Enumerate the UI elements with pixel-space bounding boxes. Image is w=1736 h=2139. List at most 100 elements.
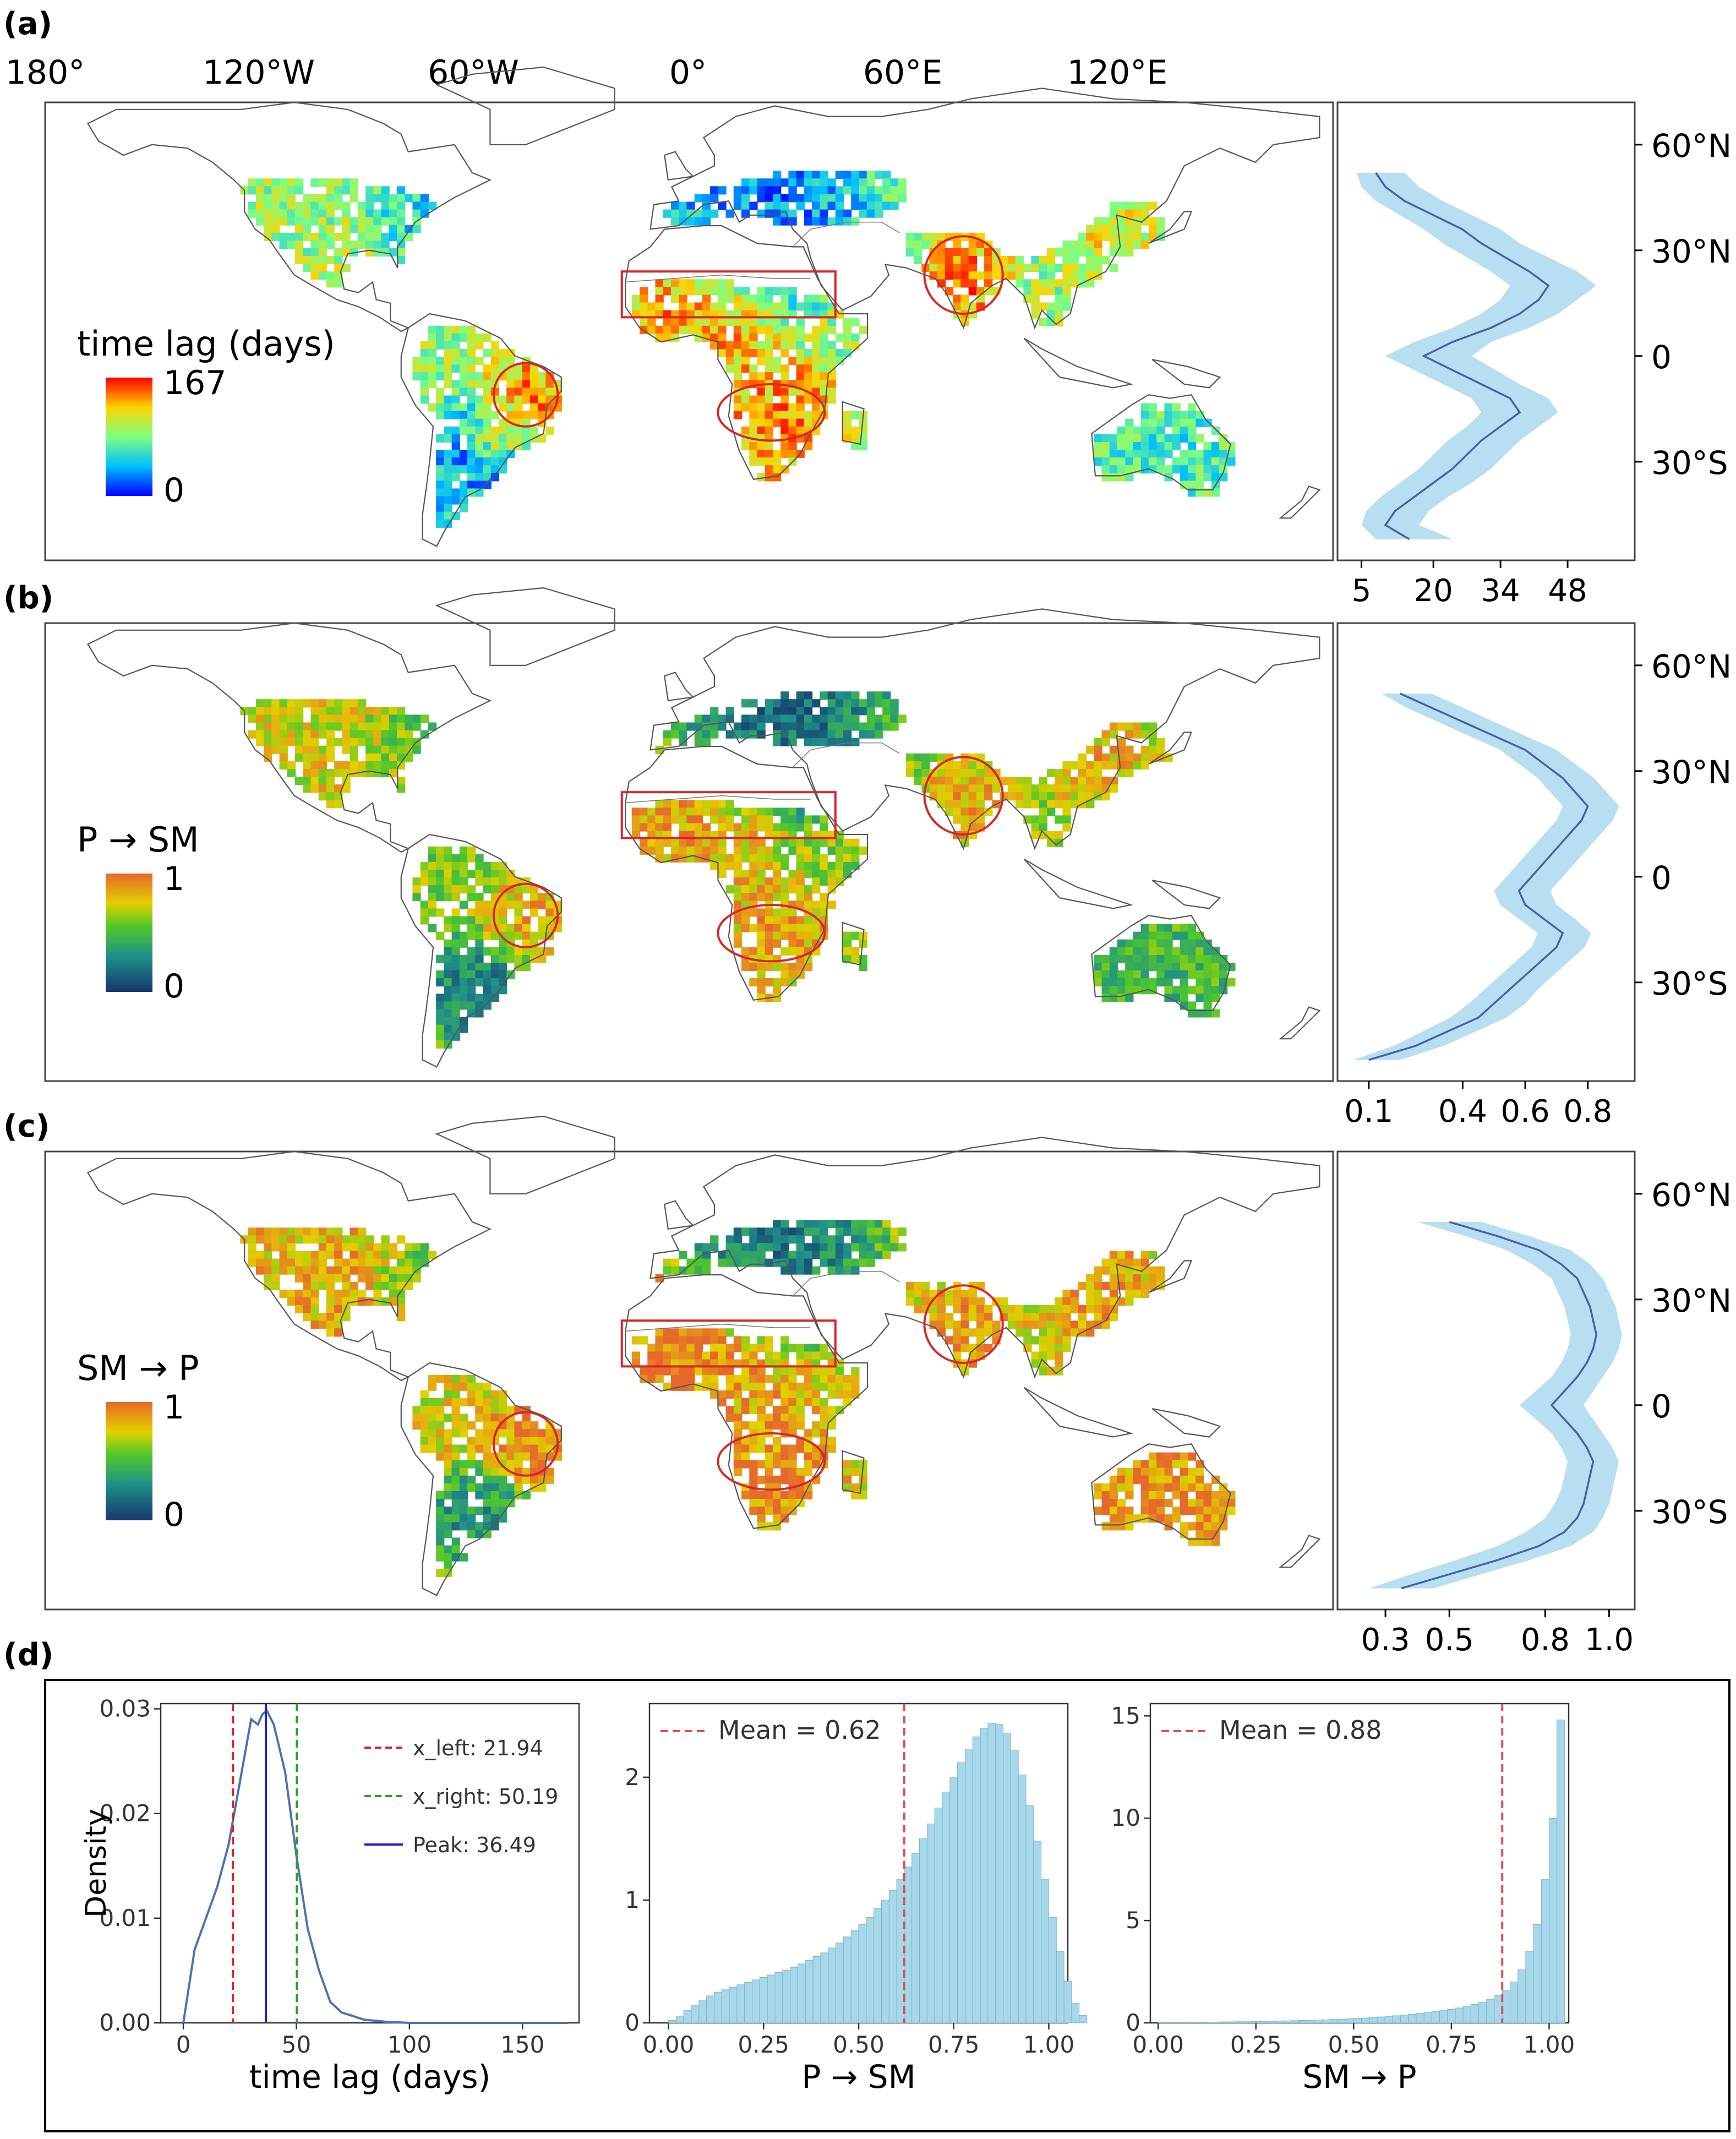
map-cell — [318, 1235, 327, 1244]
map-cell — [444, 939, 452, 948]
map-cell — [451, 1374, 460, 1383]
map-cell — [1094, 240, 1102, 249]
map-cell — [1117, 745, 1126, 754]
map-cell — [279, 745, 288, 754]
map-cell — [405, 1274, 413, 1283]
map-cell — [765, 885, 773, 894]
map-cell — [874, 194, 883, 203]
map-cell — [843, 209, 852, 218]
map-cell — [890, 186, 899, 195]
map-cell — [506, 372, 515, 381]
map-cell — [1031, 1313, 1040, 1322]
map-cell — [1055, 287, 1063, 296]
map-cell — [694, 807, 703, 816]
map-cell — [1109, 1251, 1118, 1259]
map-cell — [412, 1243, 421, 1252]
map-cell — [1039, 792, 1047, 801]
map-cell — [812, 403, 821, 412]
map-cell — [490, 877, 499, 886]
histogram-bar — [881, 1900, 889, 2023]
map-cell — [647, 1344, 656, 1352]
map-cell — [1164, 434, 1173, 443]
map-cell — [467, 978, 476, 987]
map-cell — [295, 1274, 304, 1283]
map-cell — [686, 279, 695, 288]
map-cell — [1195, 481, 1204, 489]
map-cell — [960, 815, 969, 824]
map-cell — [741, 318, 750, 326]
map-cell — [373, 753, 382, 762]
map-cell — [1180, 1452, 1189, 1461]
map-cell — [318, 1313, 327, 1322]
lat-tick-label: 60°N — [1651, 127, 1732, 165]
map-cell — [373, 714, 382, 723]
map-cell — [827, 691, 836, 700]
map-cell — [741, 1351, 750, 1360]
colorbar-min-label: 0 — [163, 967, 184, 1006]
map-cell — [303, 1266, 312, 1275]
map-cell — [890, 194, 899, 203]
map-cell — [483, 924, 492, 932]
coastline-uk — [664, 151, 695, 181]
map-cell — [960, 777, 969, 785]
map-cell — [1016, 1328, 1024, 1337]
map-cell — [334, 264, 343, 272]
map-cell — [733, 1374, 743, 1383]
map-cell — [389, 194, 398, 203]
map-cell — [968, 271, 977, 280]
map-cell — [757, 1382, 766, 1391]
map-cell — [436, 1444, 445, 1453]
map-cell — [514, 1483, 523, 1492]
map-cell — [937, 1281, 946, 1290]
map-cell — [467, 325, 476, 334]
map-cell — [1156, 418, 1165, 427]
map-cell — [780, 877, 789, 886]
map-cell — [780, 823, 789, 832]
map-cell — [812, 1351, 821, 1360]
map-cell — [874, 1227, 883, 1236]
map-cell — [773, 730, 782, 739]
map-cell — [436, 395, 445, 404]
map-cell — [1148, 201, 1158, 210]
map-cell — [444, 1429, 452, 1438]
map-cell — [1133, 722, 1142, 731]
map-cell — [1047, 792, 1056, 801]
map-cell — [1140, 1274, 1149, 1283]
map-cell — [490, 885, 499, 894]
map-cell — [342, 1281, 351, 1290]
map-cell — [827, 1367, 836, 1376]
map-cell — [843, 699, 852, 708]
map-cell — [976, 287, 985, 296]
map-cell — [773, 209, 782, 218]
map-cell — [725, 815, 734, 824]
map-cell — [757, 815, 766, 824]
map-cell — [490, 994, 499, 1002]
map-cell — [1070, 1328, 1079, 1337]
map-cell — [1016, 264, 1024, 272]
map-cell — [467, 1514, 476, 1523]
map-cell — [1101, 986, 1110, 995]
y-axis-label: Density — [80, 1809, 113, 1918]
map-cell — [820, 302, 828, 311]
map-cell — [264, 1243, 272, 1252]
map-cell — [397, 714, 406, 723]
map-cell — [1086, 1328, 1095, 1337]
histogram-bar — [1416, 2013, 1424, 2023]
map-cell — [1195, 488, 1204, 497]
map-cell — [718, 1390, 727, 1399]
map-cell — [1047, 302, 1056, 311]
map-cell — [365, 730, 374, 739]
map-cell — [631, 807, 641, 816]
map-cell — [804, 1344, 813, 1352]
map-cell — [702, 738, 711, 746]
map-cell — [529, 411, 539, 419]
map-cell — [1180, 1460, 1189, 1469]
map-cell — [1148, 1452, 1158, 1461]
map-cell — [663, 800, 672, 809]
map-cell — [835, 714, 844, 723]
map-cell — [960, 256, 969, 265]
map-cell — [451, 1545, 460, 1554]
map-cell — [953, 248, 962, 257]
map-cell — [1125, 722, 1134, 731]
map-cell — [1031, 302, 1040, 311]
